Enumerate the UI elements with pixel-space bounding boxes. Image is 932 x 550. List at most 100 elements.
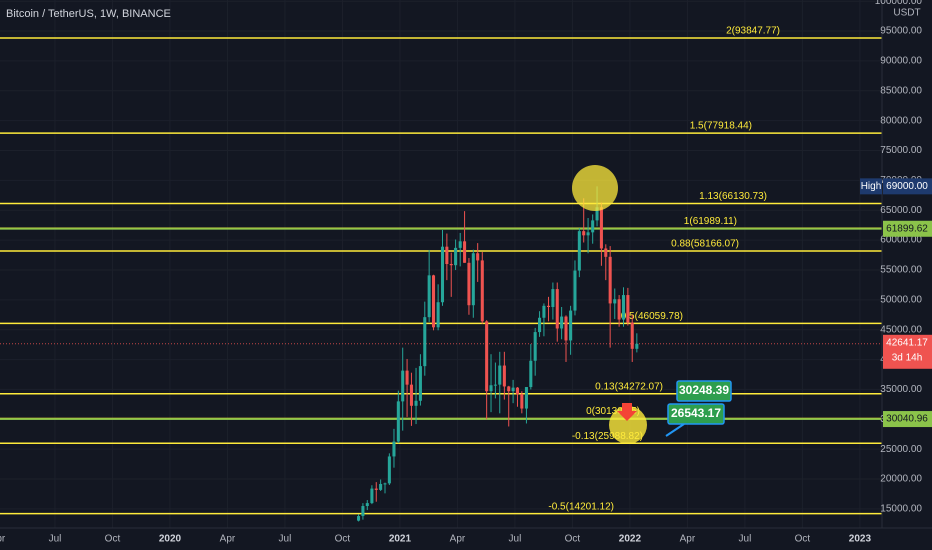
level-label: -0.5(14201.12) [548,501,614,512]
price-tag-label: 42641.17 [886,337,928,348]
candle-body [555,289,559,329]
highlight-circle [609,406,647,444]
level-label: 1(61989.11) [684,216,737,227]
candle-body [374,488,378,490]
x-tick-label: Apr [220,534,236,545]
candle-body [436,302,440,328]
x-tick-label: Jul [279,534,292,545]
candle-body [361,506,365,517]
candle-body [595,207,599,221]
x-tick-label: Oct [335,534,351,545]
candle-body [392,441,396,457]
candle-body [418,366,422,401]
candle-body [560,316,564,329]
y-tick-label: 65000.00 [880,205,922,216]
candle-body [498,365,502,385]
high-tag [860,178,882,195]
candle-body [507,386,511,392]
price-tag-label: 61899.62 [886,223,928,234]
candle-body [529,360,533,388]
candle-body [476,253,480,261]
candle-body [467,262,471,306]
candle-body [489,385,493,392]
candle-body [396,401,400,442]
y-tick-label: 15000.00 [880,504,922,515]
level-label: -0.13(25988.82) [572,431,643,442]
candle-body [573,270,577,311]
candle-body [493,384,497,386]
candle-body [379,483,383,490]
candle-body [463,241,467,263]
candle-body [577,231,581,271]
candle-body [485,321,489,392]
candles [357,186,639,522]
candle-body [613,299,617,304]
candle-body [401,370,405,402]
high-value-label: 69000.00 [886,181,928,192]
callout-box [676,380,732,402]
x-tick-label: 2020 [159,534,182,545]
candle-body [365,503,369,507]
y-tick-label: 85000.00 [880,85,922,96]
y-tick-label: 75000.00 [880,145,922,156]
grid [0,0,882,528]
callout-label: 26543.17 [671,406,721,420]
candle-body [546,305,551,308]
x-tick-label: 2023 [849,534,872,545]
chart-title: Bitcoin / TetherUS, 1W, BINANCE [6,8,171,20]
candle-body [582,231,586,236]
candle-body [542,305,546,318]
x-tick-label: Jul [739,534,752,545]
level-label: 1.5(77918.44) [690,121,752,132]
level-label: 0(30130.45) [586,406,640,417]
x-tick-label: Oct [795,534,811,545]
candle-body [383,483,387,485]
candle-body [635,343,639,349]
x-tick-label: Jul [509,534,522,545]
callout-box [667,403,725,425]
y-tick-label: 50000.00 [880,294,922,305]
price-tag [883,411,932,428]
candle-body [414,400,418,406]
level-label: 1.13(66130.73) [699,191,767,202]
candle-body [427,275,431,318]
level-label: 0.5(46059.78) [621,311,683,322]
candle-body [586,232,590,236]
candle-body [515,387,520,395]
candle-body [480,260,484,322]
candle-body [626,295,630,323]
candle-body [533,332,537,361]
x-tick-label: Apr [0,534,6,545]
x-tick-label: 2021 [389,534,412,545]
overlay: 30248.39 26543.17 [572,165,732,444]
candle-body [458,241,462,248]
candle-body [449,264,453,266]
price-tag [883,334,932,369]
candle-body [551,289,555,308]
callout-pointer [665,423,685,437]
y-tick-label: 55000.00 [880,265,922,276]
candle-body [564,316,568,341]
y-tick-label: 100000.00 [875,0,923,7]
candle-body [357,516,361,521]
candle-body [409,384,413,406]
candle-body [423,317,427,367]
candle-body [502,365,506,387]
candle-body [520,394,524,409]
candle-body [538,317,542,333]
price-tag [883,220,932,237]
level-label: 2(93847.77) [726,26,780,37]
countdown: 3d 14h [892,352,923,363]
candle-body [617,299,621,320]
callout-label: 30248.39 [679,383,729,397]
y-tick-label: 25000.00 [880,444,922,455]
candle-body [604,248,608,257]
high-tag-label: High [861,181,882,192]
x-tick-label: Oct [565,534,581,545]
y-tick-label: 90000.00 [880,56,922,67]
y-tick-label: 60000.00 [880,235,922,246]
y-tick-label: 95000.00 [880,26,922,37]
axis-bg [882,0,932,550]
